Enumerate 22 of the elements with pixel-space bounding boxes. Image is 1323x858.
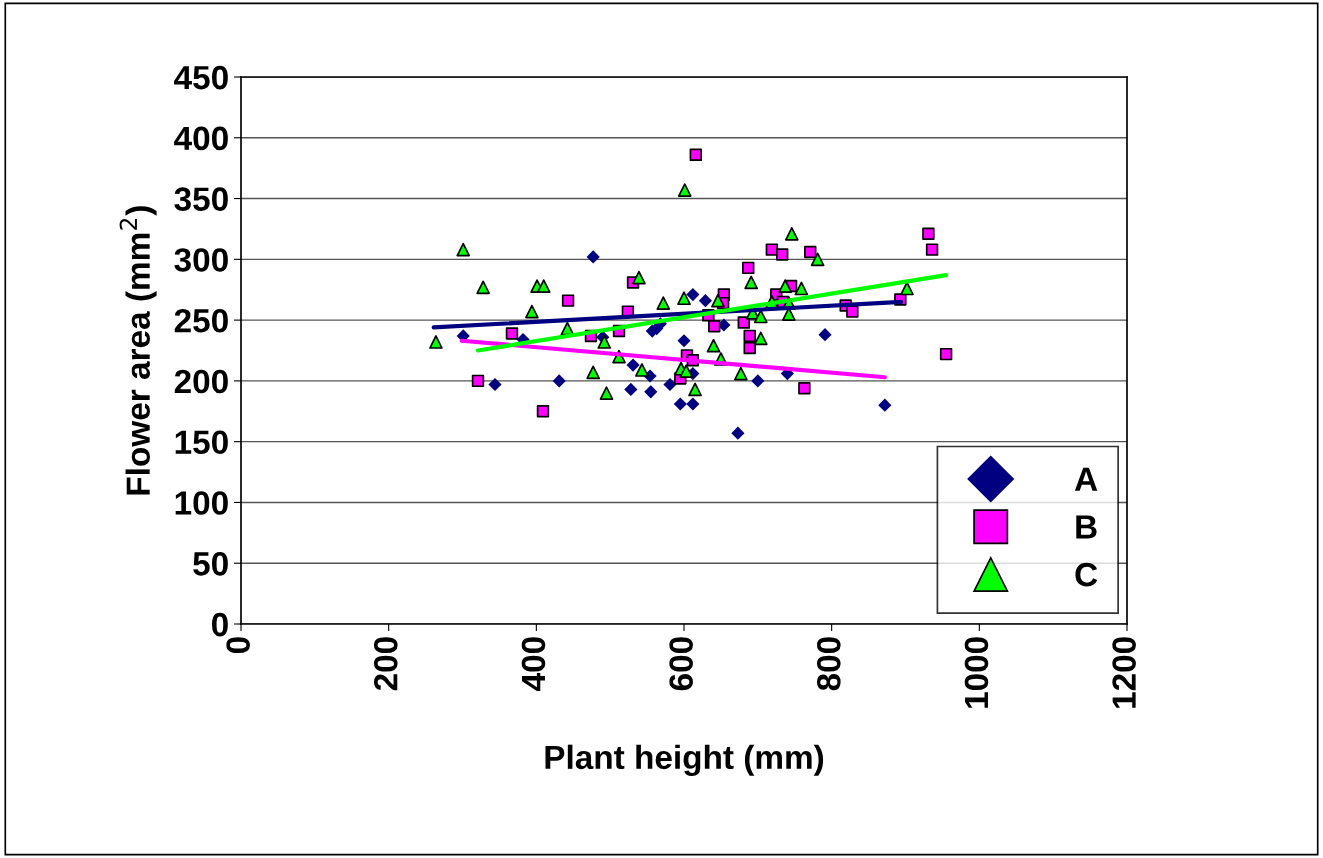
y-tick-label: 300 [174, 248, 228, 272]
y-tick-label: 350 [174, 187, 228, 212]
y-axis-title: Flower area (mm$^{2}$) [119, 206, 157, 495]
x-tick-label: 400 [521, 637, 546, 691]
y-tick-label: 0 [211, 612, 228, 637]
x-axis-title: Plant height (mm) [545, 744, 824, 776]
x-tick-label: 800 [817, 637, 841, 691]
y-tick-label: 150 [175, 430, 228, 455]
legend-label: A [1074, 467, 1098, 491]
legend-label: C [1075, 562, 1098, 587]
x-tick-label: 1200 [1112, 637, 1136, 708]
y-tick-label: 100 [175, 491, 228, 515]
x-tick-label: 600 [669, 637, 693, 691]
y-tick-label: 450 [174, 65, 228, 90]
y-tick-label: 200 [174, 369, 228, 394]
y-tick-label: 250 [174, 308, 228, 333]
x-tick-label: 1000 [964, 637, 989, 708]
y-tick-label: 50 [193, 552, 228, 576]
x-tick-label: 0 [226, 637, 250, 654]
y-tick-label: 400 [174, 126, 228, 151]
x-tick-label: 200 [374, 637, 398, 691]
legend-label: B [1076, 515, 1097, 539]
